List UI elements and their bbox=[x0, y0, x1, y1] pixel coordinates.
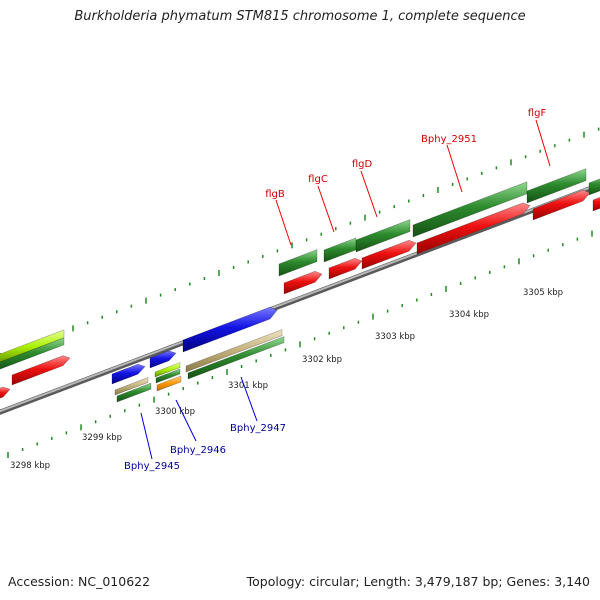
scale-label-3303: 3303 kbp bbox=[375, 332, 415, 342]
callout-lines bbox=[140, 119, 551, 460]
scale-label-3301: 3301 kbp bbox=[228, 381, 268, 391]
scale-label-3305: 3305 kbp bbox=[523, 288, 563, 298]
feature-green-left bbox=[0, 337, 65, 370]
scale-labels: 3298 kbp 3299 kbp 3300 kbp 3301 kbp 3302… bbox=[10, 288, 563, 471]
feature-flgb-green bbox=[278, 249, 318, 277]
scale-label-3302: 3302 kbp bbox=[302, 355, 342, 365]
callout-flgf bbox=[535, 119, 551, 167]
feature-flgf-green bbox=[526, 168, 587, 204]
callout-bphy2945 bbox=[140, 412, 153, 460]
feature-flgd-red bbox=[361, 239, 417, 270]
feature-bphy2951-red bbox=[416, 202, 531, 255]
callout-flgd bbox=[360, 170, 378, 218]
map-title: Burkholderia phymatum STM815 chromosome … bbox=[74, 9, 526, 24]
feature-green-1 bbox=[116, 382, 152, 403]
feature-flgc-red bbox=[328, 257, 363, 280]
tick-row-upper bbox=[0, 127, 600, 359]
scale-label-3300: 3300 kbp bbox=[155, 407, 195, 417]
gene-label-flgf: flgF bbox=[528, 108, 547, 119]
scale-label-3298: 3298 kbp bbox=[10, 461, 50, 471]
feature-tan-2 bbox=[185, 329, 283, 373]
feature-green-2 bbox=[155, 368, 181, 384]
feature-red-left bbox=[11, 355, 71, 386]
gene-label-bphy2946: Bphy_2946 bbox=[170, 445, 226, 456]
gene-label-bphy2951: Bphy_2951 bbox=[421, 134, 477, 145]
scale-label-3299: 3299 kbp bbox=[82, 433, 122, 443]
feature-flgb-red bbox=[283, 270, 323, 295]
feature-red-edge bbox=[0, 386, 11, 399]
callout-bphy2947 bbox=[240, 376, 258, 422]
feature-green-3 bbox=[187, 336, 285, 380]
callout-bphy2951 bbox=[446, 144, 463, 193]
feature-red-right bbox=[592, 197, 600, 212]
callout-bphy2946 bbox=[175, 399, 197, 442]
gene-label-flgb: flgB bbox=[265, 189, 285, 200]
feature-bphy2947 bbox=[182, 306, 278, 353]
feature-bphy2945 bbox=[111, 363, 146, 385]
gene-label-flgc: flgC bbox=[308, 174, 328, 185]
callout-flgc bbox=[317, 185, 335, 233]
accession-text: Accession: NC_010622 bbox=[8, 574, 151, 589]
genome-stats-text: Topology: circular; Length: 3,479,187 bp… bbox=[246, 574, 590, 589]
feature-flgd-green bbox=[355, 219, 411, 253]
feature-flgf-red bbox=[532, 189, 591, 221]
scale-label-3304: 3304 kbp bbox=[449, 310, 489, 320]
callout-flgb bbox=[275, 199, 292, 246]
tick-row-lower bbox=[7, 230, 593, 458]
gene-features bbox=[0, 168, 600, 403]
feature-tan-1 bbox=[114, 377, 149, 396]
gene-labels: flgB flgC flgD Bphy_2951 flgF Bphy_2945 … bbox=[124, 108, 546, 472]
feature-green-right bbox=[588, 178, 600, 196]
feature-orange-1 bbox=[156, 375, 182, 392]
gene-label-bphy2947: Bphy_2947 bbox=[230, 423, 286, 434]
feature-flgc-green bbox=[323, 237, 357, 263]
gene-label-flgd: flgD bbox=[352, 159, 373, 170]
gene-label-bphy2945: Bphy_2945 bbox=[124, 461, 180, 472]
feature-bphy2946 bbox=[149, 350, 177, 369]
feature-lime-1 bbox=[154, 362, 181, 378]
